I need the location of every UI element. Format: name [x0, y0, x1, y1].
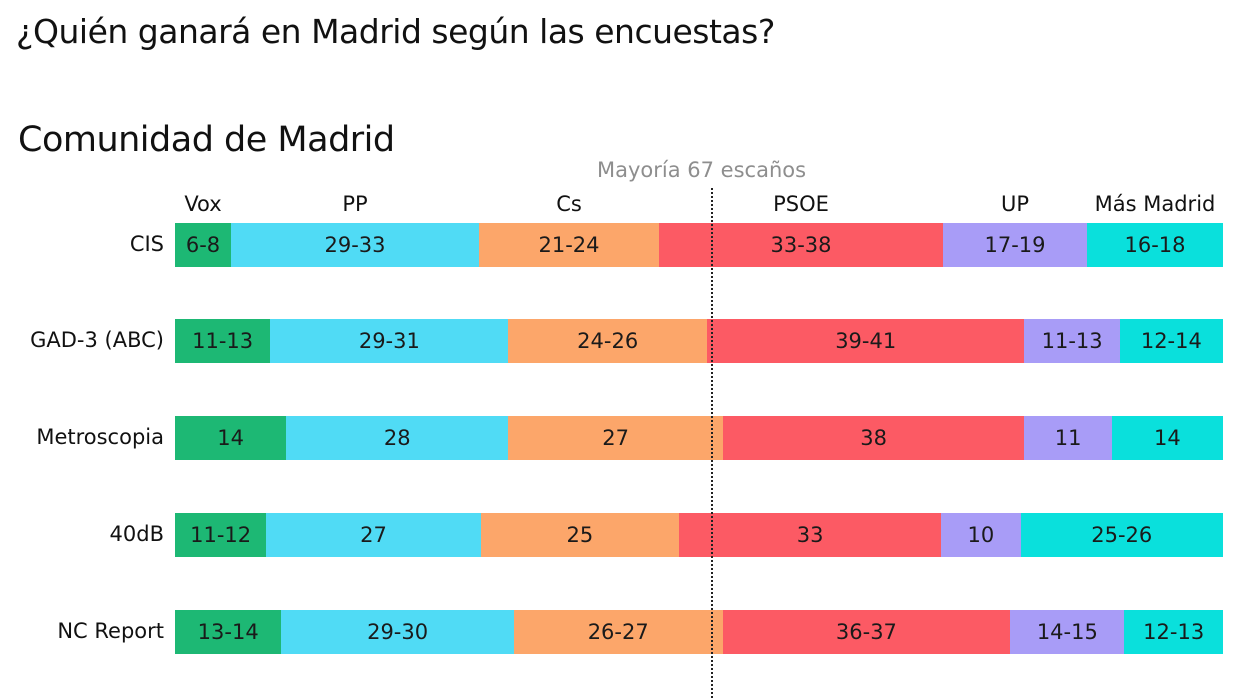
- stacked-bar-metroscopia: 14 28 27 38 11 14: [175, 416, 1223, 460]
- chart-subtitle: Comunidad de Madrid: [18, 120, 395, 160]
- party-label-m-s-madrid: Más Madrid: [1094, 192, 1216, 216]
- bar-segment-cs: 27: [508, 416, 723, 460]
- poll-label-40db: 40dB: [109, 522, 164, 546]
- party-label-up: UP: [1000, 192, 1030, 216]
- bar-segment-pp: 29-31: [270, 319, 509, 363]
- bar-segment-cs: 26-27: [513, 610, 723, 654]
- chart-title: ¿Quién ganará en Madrid según las encues…: [16, 12, 775, 51]
- bar-segment-up: 14-15: [1010, 610, 1125, 654]
- stacked-bar-gad-3-abc: 11-13 29-31 24-26 39-41 11-13 12-14: [175, 319, 1223, 363]
- bar-segment-pp: 29-30: [281, 610, 514, 654]
- majority-annotation: Mayoría 67 escaños: [597, 158, 807, 182]
- bar-segment-psoe: 33: [679, 513, 942, 557]
- bar-segment-m-s-madrid: 16-18: [1087, 223, 1223, 267]
- party-label-psoe: PSOE: [773, 192, 829, 216]
- majority-line: [711, 188, 713, 698]
- bar-segment-psoe: 33-38: [659, 223, 943, 267]
- party-label-pp: PP: [342, 192, 368, 216]
- poll-label-cis: CIS: [129, 232, 164, 256]
- poll-label-metroscopia: Metroscopia: [36, 425, 164, 449]
- bar-segment-up: 10: [941, 513, 1021, 557]
- stacked-bar-cis: 6-8 29-33 21-24 33-38 17-19 16-18: [175, 223, 1223, 267]
- bar-segment-psoe: 39-41: [706, 319, 1025, 363]
- bar-segment-cs: 24-26: [508, 319, 707, 363]
- bar-segment-pp: 29-33: [231, 223, 479, 267]
- bar-segment-pp: 28: [286, 416, 509, 460]
- bar-segment-up: 17-19: [943, 223, 1087, 267]
- bar-segment-cs: 25: [480, 513, 680, 557]
- bar-segment-up: 11-13: [1024, 319, 1120, 363]
- bar-segment-psoe: 36-37: [722, 610, 1011, 654]
- bar-segment-vox: 11-12: [175, 513, 267, 557]
- bar-segment-pp: 27: [266, 513, 481, 557]
- bar-segment-vox: 6-8: [175, 223, 231, 267]
- bar-segment-psoe: 38: [722, 416, 1025, 460]
- bar-segment-vox: 14: [175, 416, 287, 460]
- stacked-bar-nc-report: 13-14 29-30 26-27 36-37 14-15 12-13: [175, 610, 1223, 654]
- party-label-vox: Vox: [184, 192, 222, 216]
- bar-segment-m-s-madrid: 12-13: [1124, 610, 1223, 654]
- bar-segment-up: 11: [1024, 416, 1112, 460]
- bar-segment-m-s-madrid: 12-14: [1119, 319, 1223, 363]
- bar-segment-vox: 13-14: [175, 610, 282, 654]
- bar-segment-cs: 21-24: [479, 223, 659, 267]
- bar-segment-vox: 11-13: [175, 319, 271, 363]
- party-label-cs: Cs: [556, 192, 582, 216]
- bar-segment-m-s-madrid: 14: [1111, 416, 1223, 460]
- poll-label-nc-report: NC Report: [57, 619, 164, 643]
- poll-label-gad-3-abc: GAD-3 (ABC): [30, 328, 164, 352]
- stacked-bar-40db: 11-12 27 25 33 10 25-26: [175, 513, 1223, 557]
- bar-segment-m-s-madrid: 25-26: [1020, 513, 1223, 557]
